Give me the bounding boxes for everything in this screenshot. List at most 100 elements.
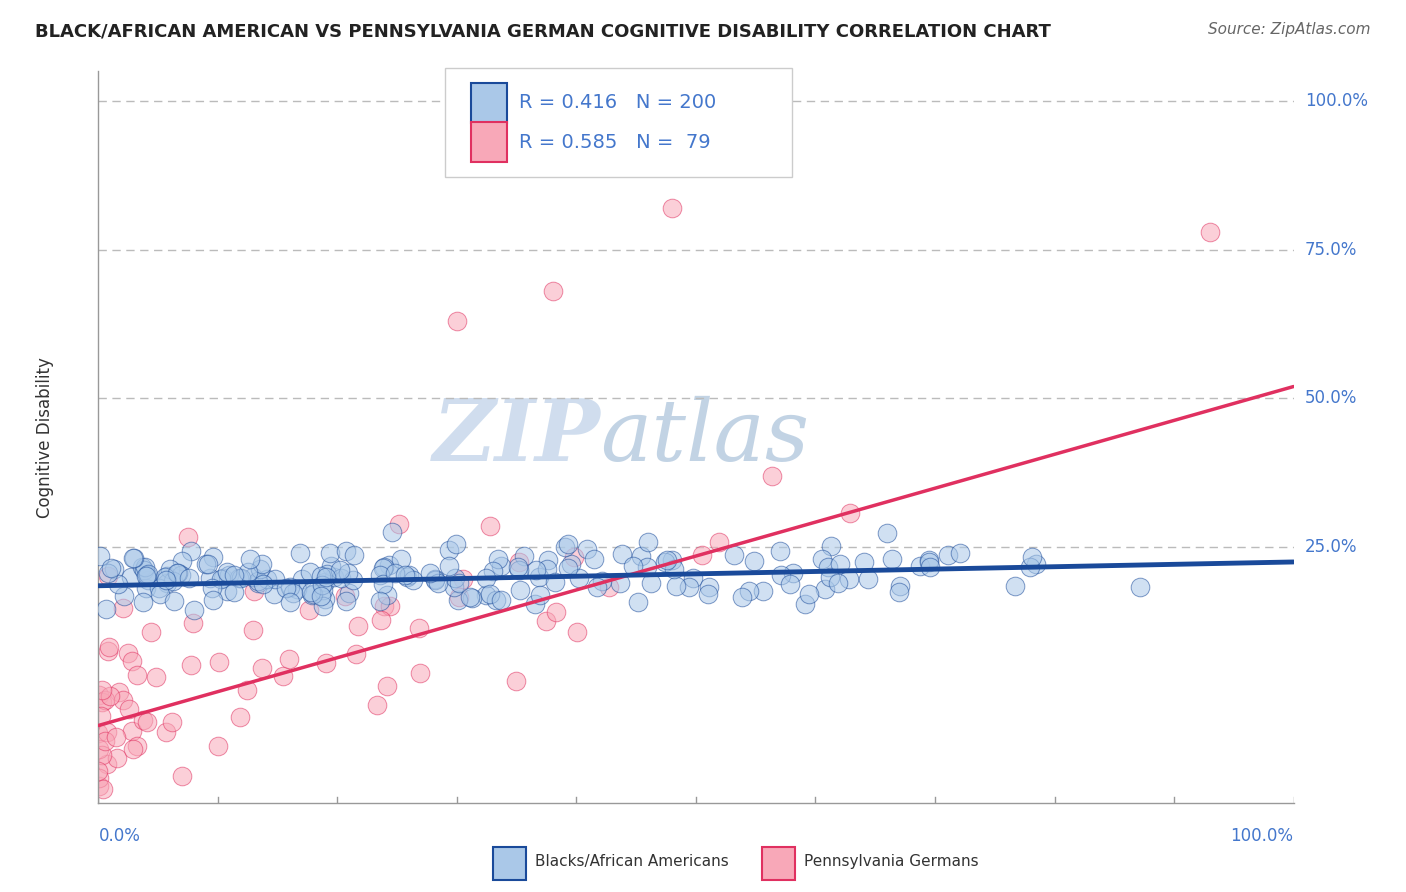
Point: [134, 560, 156, 574]
Point: [90, 747, 112, 762]
Point: [132, 595, 155, 609]
Point: [527, 570, 550, 584]
Point: [231, 571, 253, 585]
Point: [630, 549, 652, 563]
Point: [94, 602, 117, 616]
Point: [918, 553, 941, 567]
Point: [817, 559, 839, 574]
Point: [180, 544, 202, 558]
Point: [97, 643, 120, 657]
Point: [697, 580, 720, 594]
Point: [554, 540, 576, 554]
Point: [373, 576, 395, 591]
Text: BLACK/AFRICAN AMERICAN VS PENNSYLVANIA GERMAN COGNITIVE DISABILITY CORRELATION C: BLACK/AFRICAN AMERICAN VS PENNSYLVANIA G…: [35, 22, 1052, 40]
FancyBboxPatch shape: [446, 68, 792, 178]
Point: [889, 579, 911, 593]
Point: [117, 646, 139, 660]
Point: [121, 724, 143, 739]
Point: [112, 693, 135, 707]
Point: [314, 592, 336, 607]
Point: [160, 714, 183, 729]
Point: [94, 734, 117, 748]
Text: Blacks/African Americans: Blacks/African Americans: [534, 854, 728, 869]
Text: R = 0.416   N = 200: R = 0.416 N = 200: [519, 94, 716, 112]
Point: [94, 693, 117, 707]
Point: [311, 577, 333, 591]
Point: [505, 673, 527, 688]
Point: [153, 570, 176, 584]
Point: [207, 739, 229, 754]
Point: [425, 573, 447, 587]
Point: [419, 566, 441, 580]
Point: [281, 586, 304, 600]
Point: [918, 560, 941, 574]
Point: [335, 593, 357, 607]
Point: [665, 578, 688, 592]
FancyBboxPatch shape: [494, 847, 526, 880]
Point: [246, 574, 269, 588]
Point: [637, 535, 659, 549]
Point: [285, 582, 308, 597]
Point: [541, 285, 564, 299]
Point: [291, 572, 314, 586]
Point: [236, 682, 259, 697]
Point: [395, 570, 418, 584]
Point: [461, 591, 484, 605]
Point: [108, 685, 131, 699]
Point: [769, 544, 792, 558]
Point: [508, 563, 530, 577]
Point: [256, 572, 278, 586]
Point: [820, 539, 842, 553]
Point: [91, 683, 114, 698]
Point: [811, 552, 834, 566]
Point: [335, 544, 357, 558]
Point: [208, 655, 231, 669]
Point: [654, 555, 676, 569]
Point: [250, 558, 273, 572]
Point: [394, 568, 416, 582]
Point: [536, 562, 558, 576]
Text: 25.0%: 25.0%: [1305, 538, 1357, 556]
Point: [166, 566, 188, 581]
Point: [439, 559, 461, 574]
Point: [1199, 225, 1222, 239]
Point: [370, 613, 392, 627]
Point: [537, 553, 560, 567]
FancyBboxPatch shape: [471, 122, 508, 162]
Point: [252, 577, 274, 591]
Point: [145, 670, 167, 684]
Point: [371, 561, 394, 575]
Point: [96, 756, 118, 771]
Point: [451, 573, 474, 587]
Point: [609, 575, 631, 590]
Point: [202, 549, 225, 564]
Text: Source: ZipAtlas.com: Source: ZipAtlas.com: [1208, 22, 1371, 37]
Point: [97, 566, 120, 580]
Point: [315, 656, 337, 670]
Point: [723, 549, 745, 563]
Text: Cognitive Disability: Cognitive Disability: [35, 357, 53, 517]
Point: [598, 580, 620, 594]
Point: [744, 554, 766, 568]
Text: 100.0%: 100.0%: [1305, 92, 1368, 110]
Point: [118, 701, 141, 715]
Point: [662, 562, 685, 576]
Point: [177, 530, 200, 544]
Point: [111, 601, 134, 615]
Point: [381, 525, 404, 540]
Point: [89, 549, 111, 563]
Point: [129, 844, 152, 858]
Point: [839, 506, 862, 520]
Point: [201, 581, 224, 595]
Point: [378, 558, 401, 573]
Point: [224, 585, 246, 599]
Text: Pennsylvania Germans: Pennsylvania Germans: [804, 854, 979, 869]
Point: [544, 605, 567, 619]
Point: [828, 557, 851, 571]
Point: [311, 589, 333, 603]
Point: [139, 625, 162, 640]
Point: [818, 570, 841, 584]
Point: [148, 581, 170, 595]
Point: [852, 556, 875, 570]
Point: [524, 563, 547, 577]
